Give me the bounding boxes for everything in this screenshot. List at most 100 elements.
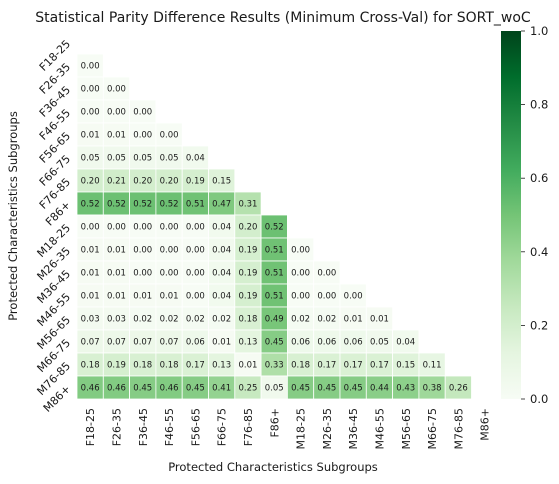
cell-value-label: 0.20 xyxy=(81,177,100,187)
cell-value-label: 0.18 xyxy=(81,361,100,371)
cell-value-label: 0.05 xyxy=(107,154,126,164)
cell-value-label: 0.00 xyxy=(160,223,179,233)
x-tick-label: F66-75 xyxy=(216,408,229,446)
cell-value-label: 0.46 xyxy=(107,384,126,394)
cell-value-label: 0.41 xyxy=(212,384,231,394)
colorbar-tick-label: 0.6 xyxy=(530,171,548,185)
cell-value-label: 0.20 xyxy=(160,177,179,187)
x-tick-label: M76-85 xyxy=(452,408,465,449)
cell-value-label: 0.15 xyxy=(396,361,415,371)
x-tick-label: F56-65 xyxy=(189,408,202,446)
cell-value-label: 0.02 xyxy=(133,315,152,325)
cell-value-label: 0.01 xyxy=(212,338,231,348)
x-tick-label: F86+ xyxy=(268,408,281,438)
cell-value-label: 0.46 xyxy=(160,384,179,394)
cell-value-label: 0.00 xyxy=(81,108,100,118)
colorbar-tick-label: 1.0 xyxy=(530,24,548,38)
cell-value-label: 0.05 xyxy=(133,154,152,164)
cell-value-label: 0.01 xyxy=(107,292,126,302)
cell-value-label: 0.00 xyxy=(160,269,179,279)
cell-value-label: 0.01 xyxy=(344,315,363,325)
cell-value-label: 0.06 xyxy=(186,338,205,348)
cell-value-label: 0.18 xyxy=(291,361,310,371)
cell-value-label: 0.38 xyxy=(423,384,442,394)
cell-value-label: 0.00 xyxy=(186,269,205,279)
colorbar-tick-label: 0.8 xyxy=(530,98,548,112)
cell-value-label: 0.02 xyxy=(291,315,310,325)
cell-value-label: 0.00 xyxy=(107,85,126,95)
cell-value-label: 0.13 xyxy=(212,361,231,371)
cell-value-label: 0.11 xyxy=(423,361,442,371)
cell-value-label: 0.31 xyxy=(238,200,257,210)
heatmap-cells: 0.00 0.00 0.00 0.00 0.00 0.00 0.01 0.01 0.00 0.00… xyxy=(76,53,472,400)
heatmap-cell xyxy=(444,375,472,400)
cell-value-label: 0.45 xyxy=(291,384,310,394)
cell-value-label: 0.19 xyxy=(107,361,126,371)
cell-value-label: 0.02 xyxy=(212,315,231,325)
cell-value-label: 0.05 xyxy=(265,384,284,394)
cell-value-label: 0.25 xyxy=(238,384,257,394)
chart-title: Statistical Parity Difference Results (M… xyxy=(35,10,531,26)
cell-value-label: 0.18 xyxy=(133,361,152,371)
cell-value-label: 0.00 xyxy=(81,85,100,95)
cell-value-label: 0.00 xyxy=(344,292,363,302)
x-tick-label: F18-25 xyxy=(84,408,97,446)
x-axis-label: Protected Characteristics Subgroups xyxy=(168,460,378,474)
cell-value-label: 0.19 xyxy=(238,269,257,279)
cell-value-label: 0.52 xyxy=(81,200,100,210)
cell-value-label: 0.07 xyxy=(81,338,100,348)
cell-value-label: 0.51 xyxy=(265,292,284,302)
cell-value-label: 0.00 xyxy=(107,223,126,233)
cell-value-label: 0.00 xyxy=(133,108,152,118)
cell-value-label: 0.52 xyxy=(160,200,179,210)
cell-value-label: 0.04 xyxy=(212,223,231,233)
cell-value-label: 0.00 xyxy=(133,269,152,279)
cell-value-label: 0.43 xyxy=(396,384,415,394)
cell-value-label: 0.17 xyxy=(344,361,363,371)
cell-value-label: 0.07 xyxy=(160,338,179,348)
cell-value-label: 0.45 xyxy=(344,384,363,394)
cell-value-label: 0.13 xyxy=(238,338,257,348)
x-tick-labels: F18-25 F26-35 F36-45 F46-55 F56-65 F66-75 F76-… xyxy=(84,408,491,449)
cell-value-label: 0.52 xyxy=(133,200,152,210)
colorbar-tick-label: 0.2 xyxy=(530,318,548,332)
cell-value-label: 0.04 xyxy=(212,269,231,279)
cell-value-label: 0.45 xyxy=(265,338,284,348)
y-axis-label: Protected Characteristics Subgroups xyxy=(6,111,20,321)
cell-value-label: 0.18 xyxy=(160,361,179,371)
cell-value-label: 0.00 xyxy=(81,62,100,72)
colorbar-ticks: 0.0 0.2 0.4 0.6 0.8 1.0 xyxy=(521,24,548,406)
cell-value-label: 0.00 xyxy=(81,223,100,233)
cell-value-label: 0.00 xyxy=(317,292,336,302)
cell-value-label: 0.01 xyxy=(160,292,179,302)
cell-value-label: 0.01 xyxy=(81,269,100,279)
x-tick-label: F76-85 xyxy=(242,408,255,446)
cell-value-label: 0.17 xyxy=(370,361,389,371)
cell-value-label: 0.45 xyxy=(186,384,205,394)
x-tick-label: M36-45 xyxy=(347,408,360,449)
cell-value-label: 0.01 xyxy=(107,246,126,256)
cell-value-label: 0.20 xyxy=(238,223,257,233)
cell-value-label: 0.00 xyxy=(133,223,152,233)
cell-value-label: 0.51 xyxy=(265,246,284,256)
cell-value-label: 0.45 xyxy=(317,384,336,394)
cell-value-label: 0.19 xyxy=(186,177,205,187)
cell-value-label: 0.06 xyxy=(291,338,310,348)
cell-value-label: 0.00 xyxy=(186,246,205,256)
cell-value-label: 0.46 xyxy=(81,384,100,394)
cell-value-label: 0.00 xyxy=(133,131,152,141)
cell-value-label: 0.00 xyxy=(291,246,310,256)
cell-value-label: 0.26 xyxy=(449,384,468,394)
cell-value-label: 0.05 xyxy=(81,154,100,164)
cell-value-label: 0.00 xyxy=(291,292,310,302)
cell-value-label: 0.07 xyxy=(133,338,152,348)
colorbar xyxy=(501,31,521,399)
cell-value-label: 0.18 xyxy=(238,315,257,325)
colorbar-tick-label: 0.4 xyxy=(530,245,548,259)
x-tick-label: M18-25 xyxy=(295,408,308,449)
cell-value-label: 0.01 xyxy=(81,246,100,256)
cell-value-label: 0.00 xyxy=(160,131,179,141)
x-tick-label: M66-75 xyxy=(426,408,439,449)
cell-value-label: 0.02 xyxy=(160,315,179,325)
